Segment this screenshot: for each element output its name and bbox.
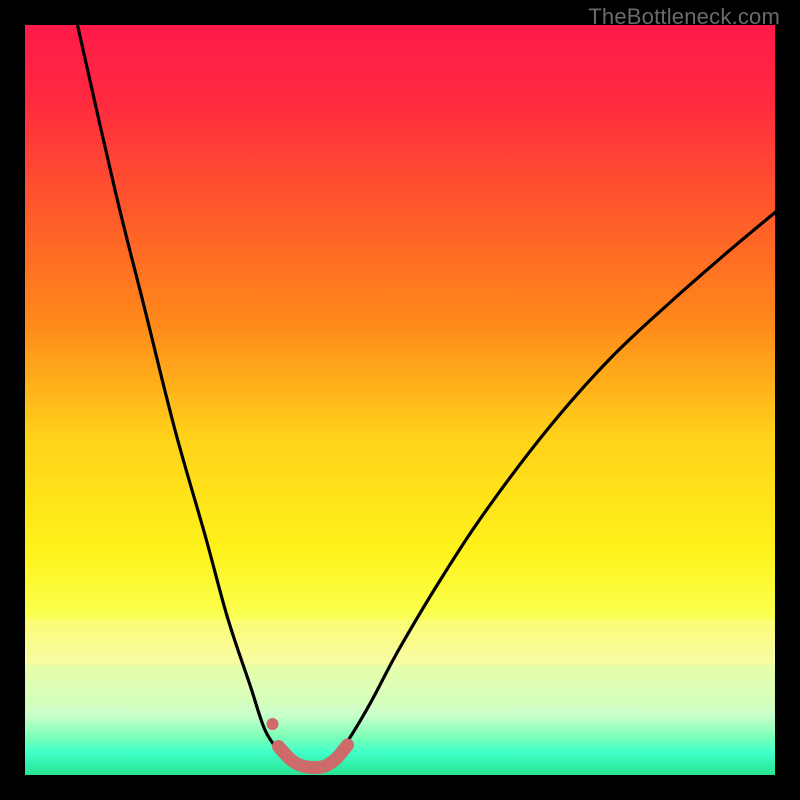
bottleneck-chart xyxy=(0,0,800,800)
overlay-band xyxy=(25,620,775,665)
watermark-text: TheBottleneck.com xyxy=(588,4,780,30)
plot-area xyxy=(25,25,775,775)
chart-stage: TheBottleneck.com xyxy=(0,0,800,800)
overlay-band xyxy=(25,665,775,705)
marker-dot xyxy=(267,718,279,730)
overlay-bands xyxy=(25,620,775,705)
